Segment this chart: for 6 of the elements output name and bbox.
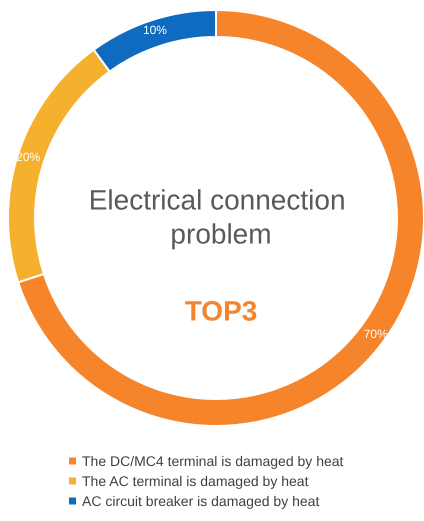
data-label: 10% <box>142 23 168 38</box>
legend-label: AC circuit breaker is damaged by heat <box>82 493 320 509</box>
legend-label: The AC terminal is damaged by heat <box>82 473 309 489</box>
legend-label: The DC/MC4 terminal is damaged by heat <box>82 453 344 469</box>
text: Electrical connection problem <box>88 184 354 250</box>
text: TOP3 <box>184 296 258 326</box>
